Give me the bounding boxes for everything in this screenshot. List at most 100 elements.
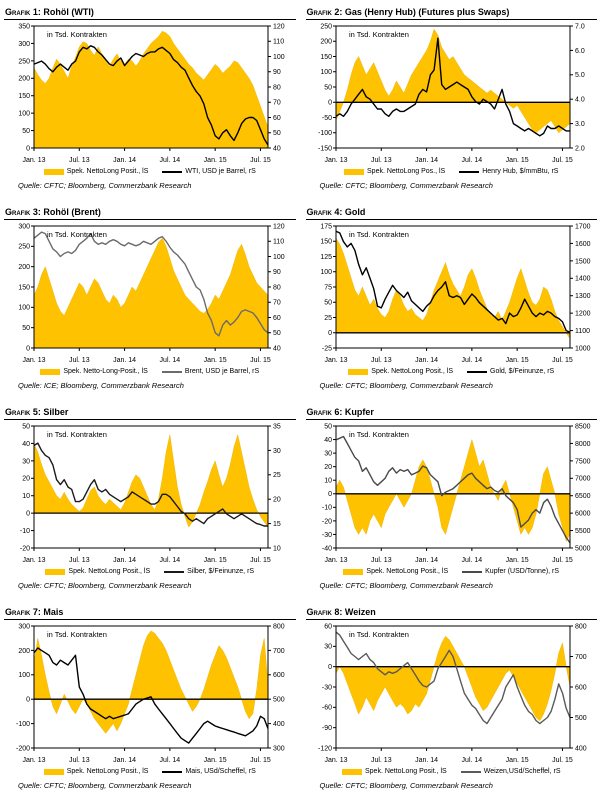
right-axis-tick-label: 5.0 — [575, 72, 585, 79]
right-axis-tick-label: 110 — [273, 239, 284, 246]
right-axis-tick-label: 6500 — [575, 493, 591, 500]
x-axis-tick-label: Jul. 13 — [69, 157, 90, 164]
right-axis-tick-label: 1400 — [575, 276, 591, 283]
legend-label: Spek. Netto-Long-Posit., lS — [63, 368, 148, 375]
right-axis-tick-label: 10 — [273, 545, 281, 552]
right-axis-tick-label: 1700 — [575, 223, 591, 230]
left-axis-tick-label: 20 — [324, 464, 332, 471]
chart-panel-rohoel-brent: Grafik 3: Rohöl (Brent) 0 50 100 150 200 250 30… — [4, 204, 296, 392]
x-axis-tick-label: Jul. 15 — [250, 157, 271, 164]
left-axis-tick-label: -10 — [321, 505, 331, 512]
left-axis-tick-label: -120 — [317, 745, 331, 752]
legend-label: Mais, USd/Scheffel, rS — [185, 768, 256, 775]
right-axis-tick-label: 600 — [273, 672, 285, 679]
chart-title: Grafik 3: Rohöl (Brent) — [4, 204, 296, 220]
netlong-area — [335, 237, 570, 340]
left-axis-tick-label: 75 — [324, 284, 332, 291]
left-axis-tick-label: -200 — [16, 745, 30, 752]
chart-title-text: Gas (Henry Hub) (Futures plus Swaps) — [344, 7, 510, 17]
chart-legend: Spek. NettoLong Posit., lS Gold, $/Feinun… — [306, 368, 598, 375]
price-line — [335, 37, 570, 137]
x-axis-tick-label: Jan. 15 — [204, 757, 227, 764]
x-axis-tick-label: Jan. 14 — [415, 557, 438, 564]
chart-legend: Spek. Netto-Long-Posit., lS Brent, USD je… — [4, 368, 296, 375]
legend-area-swatch — [40, 368, 61, 375]
chart-plot: -25 0 25 50 75 100 125 150 175 1000 1100 1200 1300 14… — [320, 223, 591, 364]
left-axis-tick-label: 10 — [324, 478, 332, 485]
left-axis-tick-label: -100 — [16, 721, 30, 728]
legend-item: Brent, USD je Barrel, rS — [161, 368, 260, 375]
legend-label: Spek. NettoLong Posit., lS — [366, 568, 449, 575]
chart-title-text: Rohöl (WTI) — [43, 7, 94, 17]
legend-line-swatch — [162, 170, 183, 173]
grafik-number-label: Grafik 2: — [306, 7, 343, 17]
chart-title: Grafik 5: Silber — [4, 404, 296, 420]
x-axis-tick-label: Jan. 13 — [324, 157, 347, 164]
x-axis-tick-label: Jan. 13 — [23, 357, 46, 364]
chart-title: Grafik 4: Gold — [305, 204, 597, 220]
legend-item: WTI, USD je Barrel, rS — [162, 168, 256, 175]
netlong-area — [33, 630, 269, 734]
legend-label: Spek. NettoLong Posit., lS — [66, 168, 149, 175]
x-axis-tick-label: Jul. 15 — [552, 557, 573, 564]
legend-area-swatch — [43, 768, 64, 775]
legend-line-swatch — [459, 170, 480, 173]
legend-item: Weizen,USd/Scheffel, rS — [460, 768, 561, 775]
source-note: Quelle: CFTC; Bloomberg, Commerzbank Res… — [319, 781, 493, 790]
legend-item: Spek. NettoLong Posit., lS — [43, 768, 148, 775]
x-axis-tick-label: Jul. 15 — [250, 357, 271, 364]
legend-label: Spek. NettoLong Posit., lS — [371, 368, 453, 375]
source-note: Quelle: CFTC; Bloomberg, Commerzbank Res… — [18, 781, 192, 790]
x-axis-tick-label: Jan. 14 — [415, 757, 438, 764]
right-axis-tick-label: 5500 — [575, 528, 591, 535]
left-axis-tick-label: 250 — [320, 23, 332, 30]
legend-line-swatch — [164, 570, 185, 573]
x-axis-tick-label: Jan. 14 — [113, 157, 136, 164]
plot-frame — [33, 625, 269, 749]
chart-legend: Spek. NettoLong Posit., lS WTI, USD je Ba… — [4, 168, 296, 175]
source-note: Quelle: CFTC; Bloomberg, Commerzbank Res… — [319, 581, 493, 590]
chart-title: Grafik 1: Rohöl (WTI) — [4, 4, 296, 20]
right-axis-tick-label: 800 — [273, 623, 285, 630]
price-line — [335, 435, 571, 544]
price-line — [33, 45, 269, 146]
x-axis-tick-label: Jul. 14 — [160, 357, 181, 364]
chart-panel-silber: Grafik 5: Silber -20 -10 0 10 20 30 40 50 10 15 20 2… — [4, 404, 296, 592]
chart-title-text: Weizen — [344, 607, 376, 617]
legend-label: Spek. NettoLong Posit., lS — [68, 568, 151, 575]
right-axis-tick-label: 100 — [273, 54, 285, 61]
chart-title-text: Kupfer — [344, 407, 374, 417]
chart-panel-mais: Grafik 7: Mais -200 -100 0 100 200 300 300 400 50… — [4, 604, 296, 792]
left-axis-tick-label: 40 — [324, 437, 332, 444]
netlong-area — [335, 438, 570, 542]
legend-label: Weizen,USd/Scheffel, rS — [483, 768, 561, 775]
x-axis-tick-label: Jul. 13 — [69, 357, 90, 364]
x-axis-tick-label: Jan. 15 — [204, 557, 227, 564]
legend-label: Gold, $/Feinunze, rS — [490, 368, 555, 375]
right-axis-tick-label: 1300 — [575, 293, 591, 300]
grafik-number-label: Grafik 3: — [5, 207, 41, 217]
right-axis-tick-label: 1200 — [575, 311, 591, 318]
chart-legend: Spek. NettoLong Posit., lS Kupfer (USD/To… — [306, 568, 598, 575]
chart-plot: -200 -100 0 100 200 300 300 400 500 600 700 800 Jan.… — [16, 623, 285, 764]
left-axis-tick-label: 20 — [22, 476, 30, 483]
chart-title-text: Silber — [43, 407, 69, 417]
right-axis-tick-label: 20 — [273, 497, 281, 504]
grafik-number-label: Grafik 8: — [306, 607, 343, 617]
right-axis-tick-label: 40 — [273, 345, 281, 352]
units-annotation: in Tsd. Kontrakten — [47, 30, 107, 39]
left-axis-tick-label: 40 — [22, 441, 30, 448]
left-axis-tick-label: -30 — [321, 532, 331, 539]
right-axis-tick-label: 500 — [575, 715, 587, 722]
source-note: Quelle: CFTC; Bloomberg, Commerzbank Res… — [18, 181, 192, 190]
legend-item: Gold, $/Feinunze, rS — [467, 368, 554, 375]
legend-label: Brent, USD je Barrel, rS — [184, 368, 260, 375]
right-axis-tick-label: 8500 — [575, 423, 591, 430]
x-axis-tick-label: Jul. 13 — [370, 757, 391, 764]
legend-item: Mais, USd/Scheffel, rS — [162, 768, 256, 775]
legend-area-swatch — [43, 168, 64, 175]
left-axis-tick-label: 60 — [324, 623, 332, 630]
right-axis-tick-label: 90 — [273, 269, 281, 276]
left-axis-tick-label: 100 — [18, 672, 30, 679]
source-note: Quelle: CFTC; Bloomberg, Commerzbank Res… — [319, 181, 493, 190]
